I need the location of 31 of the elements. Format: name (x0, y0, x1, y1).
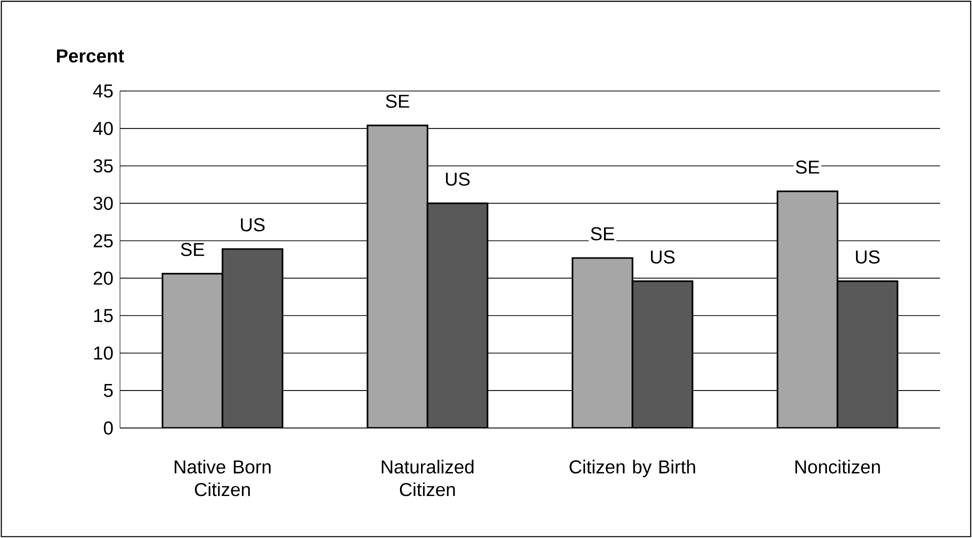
text: SE (796, 160, 820, 174)
bar (426, 202, 488, 428)
x-tick-label: Citizen by Birth (570, 460, 696, 478)
y-tick-label: 25 (94, 234, 113, 248)
text: SE (180, 242, 204, 256)
bar (572, 257, 634, 428)
text: US (446, 172, 470, 186)
y-tick-label: 20 (94, 272, 113, 285)
y-tick-label: 5 (104, 384, 113, 398)
x-tick-label: Noncitizen (795, 460, 880, 474)
bar (776, 190, 838, 428)
bar (222, 248, 284, 428)
bar (366, 124, 428, 428)
y-tick-label: 45 (93, 84, 113, 98)
bar (632, 280, 694, 428)
bar (836, 280, 898, 428)
text: US (856, 250, 880, 264)
y-tick-label: 40 (93, 122, 113, 136)
y-tick-label: 10 (94, 346, 113, 360)
x-tick-label: Naturalized Citizen (382, 460, 474, 496)
y-tick-label: 30 (93, 196, 113, 210)
y-tick-label: 35 (93, 159, 113, 172)
y-tick-label: 0 (104, 421, 113, 435)
text: US (240, 218, 265, 232)
series-label: US (650, 250, 675, 264)
x-tick-label: Native Born Citizen (174, 460, 271, 496)
series-label: SE (590, 227, 614, 240)
text: SE (386, 94, 410, 108)
bar (162, 272, 224, 428)
y-axis-title: Percent (57, 49, 124, 63)
y-tick-label: 15 (94, 309, 113, 322)
